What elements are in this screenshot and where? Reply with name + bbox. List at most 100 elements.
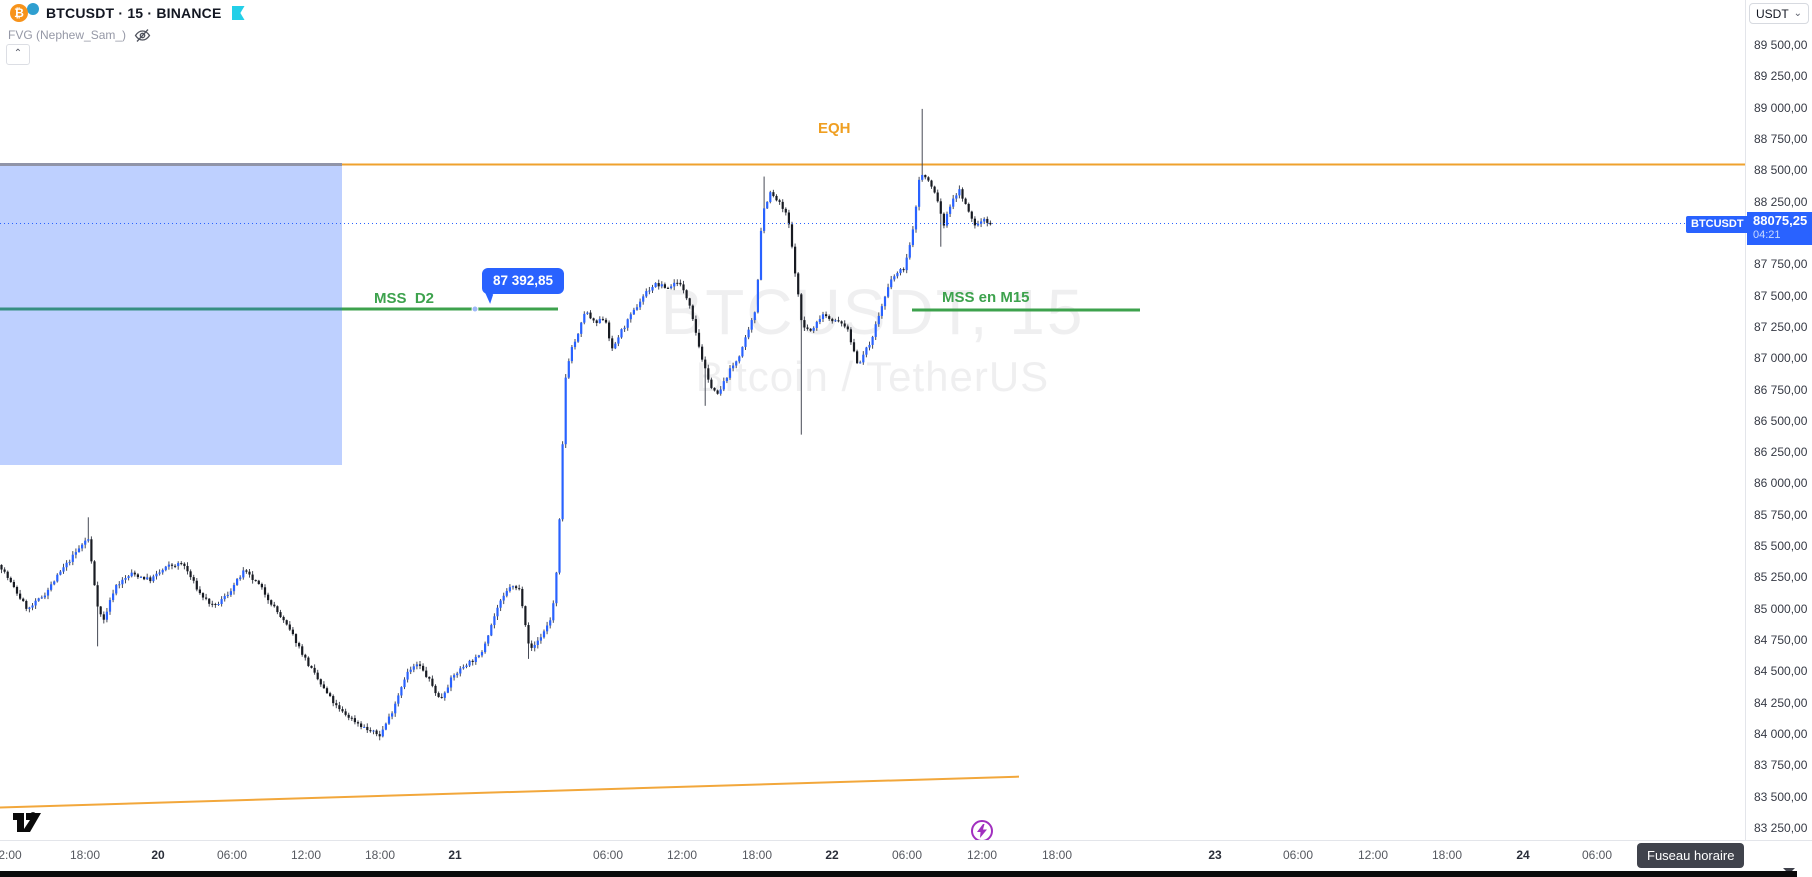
time-tick-label: 06:00	[891, 848, 923, 862]
candle-body	[415, 664, 418, 667]
candle-body	[226, 594, 229, 597]
candle-body	[846, 326, 849, 330]
candle-body	[555, 572, 558, 604]
candle-body	[338, 705, 341, 710]
candle-body	[25, 601, 28, 609]
candle-body	[803, 320, 806, 328]
candle-body	[263, 587, 267, 595]
candle-body	[167, 564, 170, 567]
tradingview-logo[interactable]	[12, 806, 42, 834]
candle-body	[350, 717, 353, 719]
time-tick-label: 18:00	[1041, 848, 1073, 862]
candle-body	[3, 569, 6, 572]
candle-body	[19, 593, 22, 599]
candle-body	[902, 269, 905, 271]
candle-body	[936, 192, 939, 202]
price-axis[interactable]: USDT ⌄ 88075,25 04:21 89 500,00 89 250,00…	[1745, 0, 1812, 840]
candle-body	[291, 629, 294, 635]
candle-body	[232, 585, 236, 592]
indicator-row[interactable]: FVG (Nephew_Sam_)	[8, 26, 245, 44]
candle-body	[645, 291, 648, 297]
currency-label: USDT	[1756, 6, 1789, 21]
price-tick-label: 84 250,00	[1754, 695, 1808, 710]
candle-body	[577, 333, 580, 342]
candle-body	[453, 675, 456, 678]
candle-body	[93, 561, 96, 586]
candle-body	[254, 579, 257, 581]
time-tick-day-label: 20	[151, 848, 165, 862]
candle-body	[425, 670, 428, 677]
mss-m15-label[interactable]: MSS en M15	[942, 289, 1030, 306]
candle-body	[952, 198, 955, 207]
candle-body	[384, 723, 387, 730]
eye-hidden-icon[interactable]	[134, 28, 151, 43]
candle-body	[611, 338, 614, 349]
candle-body	[468, 660, 471, 666]
candle-body	[719, 389, 722, 394]
candle-body	[313, 667, 316, 673]
fvg-zone-box[interactable]	[0, 163, 342, 465]
candle-body	[617, 337, 620, 344]
candle-body	[322, 684, 325, 689]
candle-body	[332, 696, 335, 704]
candle-body	[976, 223, 980, 226]
candle-body	[409, 669, 412, 672]
candle-body	[40, 597, 43, 599]
candle-body	[90, 539, 93, 562]
lightning-trade-icon[interactable]	[971, 820, 993, 840]
current-price-value: 88075,25	[1753, 213, 1808, 228]
price-callout-bubble[interactable]: 87 392,85	[476, 268, 565, 304]
candle-body	[387, 716, 391, 724]
candlestick-chart[interactable]	[0, 0, 1745, 840]
time-tick-day-label: 24	[1516, 848, 1530, 862]
price-tick-label: 89 500,00	[1754, 38, 1808, 52]
symbol-row[interactable]: ₿ BTCUSDT · 15 · BINANCE	[8, 3, 245, 23]
candle-body	[310, 665, 313, 668]
candle-body	[744, 337, 747, 347]
collapse-legend-button[interactable]: ⌃	[6, 44, 30, 65]
candle-body	[518, 588, 521, 590]
trendline[interactable]	[0, 775, 1020, 809]
candle-body	[493, 616, 496, 626]
candle-body	[121, 579, 124, 585]
candle-body	[694, 319, 697, 333]
currency-dropdown[interactable]: USDT ⌄	[1749, 3, 1809, 24]
price-tick-label: 83 750,00	[1754, 758, 1808, 773]
candle-body	[657, 283, 660, 287]
candle-body	[341, 709, 344, 712]
candle-body	[583, 313, 586, 323]
candle-body	[911, 229, 914, 246]
candle-body	[251, 574, 254, 580]
candle-body	[862, 354, 865, 363]
candle-body	[152, 576, 155, 582]
current-price-badge: 88075,25 04:21	[1747, 212, 1812, 245]
mss-d2-label[interactable]: MSS D2	[374, 290, 435, 307]
time-axis[interactable]: 2:00 18:00 20 06:00 12:00 18:00 21 06:00 12:00 18…	[0, 840, 1812, 877]
candle-body	[759, 230, 763, 280]
candle-body	[651, 287, 654, 291]
candle-body	[366, 726, 369, 731]
candle-body	[363, 726, 366, 728]
candle-body	[164, 566, 167, 570]
line-anchor-point[interactable]	[471, 305, 479, 313]
eqh-label[interactable]: EQH	[818, 120, 851, 137]
flag-icon[interactable]	[231, 6, 245, 20]
candle-body	[521, 588, 524, 607]
chart-pane[interactable]: BTCUSDT, 15 Bitcoin / TetherUS EQH MSS D…	[0, 0, 1745, 840]
symbol-title[interactable]: BTCUSDT · 15 · BINANCE	[46, 5, 222, 21]
price-tick-label: 85 500,00	[1754, 539, 1808, 554]
candle-body	[294, 634, 298, 644]
candle-body	[725, 377, 728, 382]
candle-body	[663, 284, 666, 288]
price-line-symbol-tag: BTCUSDT	[1686, 216, 1749, 233]
indicator-label[interactable]: FVG (Nephew_Sam_)	[8, 28, 127, 42]
candle-body	[77, 548, 81, 553]
candle-body	[908, 245, 911, 258]
candle-body	[56, 574, 59, 582]
candle-body	[635, 307, 639, 310]
candle-body	[732, 365, 735, 369]
candle-body	[446, 687, 449, 693]
candle-body	[480, 652, 484, 656]
candle-body	[899, 269, 902, 274]
time-tick-label: 18:00	[1431, 848, 1463, 862]
